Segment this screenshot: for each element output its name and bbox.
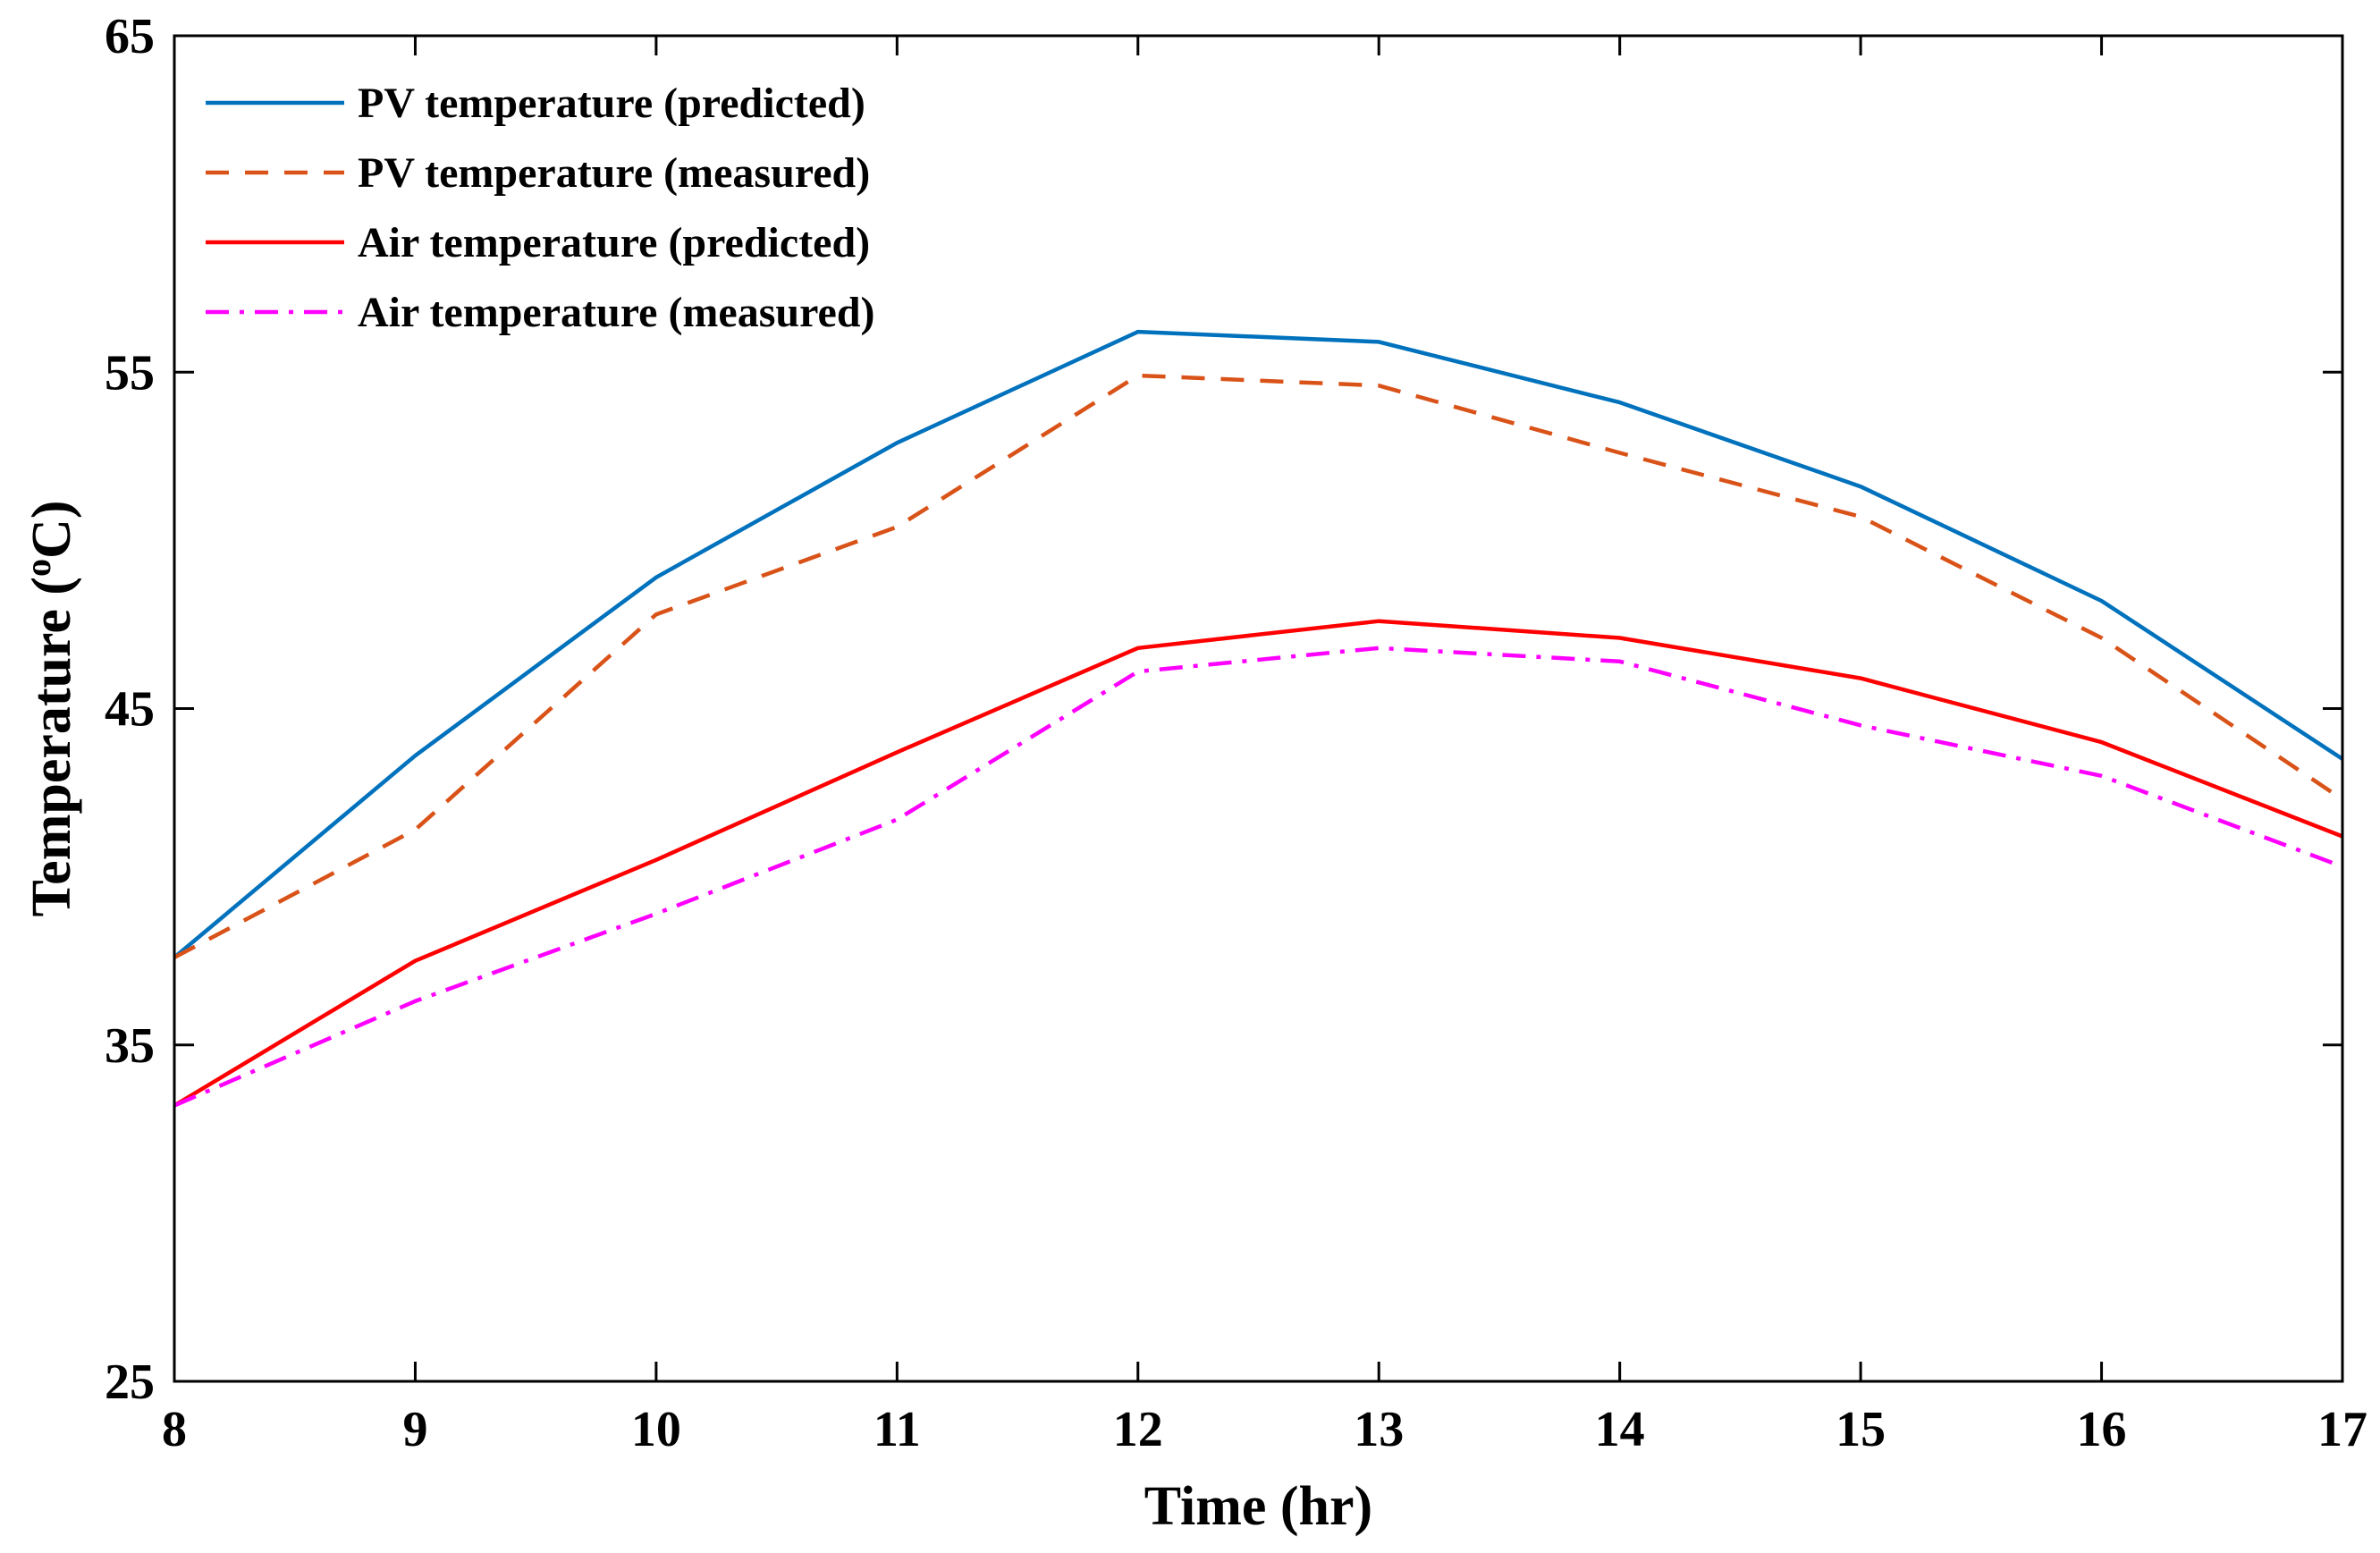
x-tick-label-14: 14: [1595, 1402, 1645, 1457]
legend-label-air-temperature-measured: Air temperature (measured): [358, 289, 875, 336]
y-tick-label-45: 45: [105, 682, 155, 738]
y-axis-title-suffix: C): [21, 501, 82, 559]
x-tick-label-15: 15: [1836, 1402, 1886, 1457]
y-tick-label-65: 65: [105, 9, 155, 64]
series-line-air-temperature-predicted: [173, 619, 2343, 1108]
x-axis-title: Time (hr): [1144, 1476, 1372, 1537]
x-tick-label-11: 11: [874, 1402, 921, 1457]
y-axis-title-main: Temperature (: [21, 577, 82, 917]
x-tick-label-13: 13: [1354, 1402, 1404, 1457]
x-tick-label-17: 17: [2317, 1402, 2367, 1457]
legend-label-pv-temperature-predicted: PV temperature (predicted): [358, 80, 865, 127]
y-tick-label-25: 25: [105, 1355, 155, 1410]
series-layer: [173, 329, 2344, 1108]
x-tick-label-10: 10: [631, 1402, 681, 1457]
series-line-pv-temperature-measured: [173, 373, 2344, 959]
y-tick-label-35: 35: [105, 1018, 155, 1074]
x-tick-label-16: 16: [2077, 1402, 2127, 1457]
legend-label-pv-temperature-measured: PV temperature (measured): [358, 149, 870, 197]
x-tick-label-8: 8: [162, 1402, 187, 1457]
series-line-air-temperature-measured: [173, 646, 2343, 1108]
legend: PV temperature (predicted) PV temperature…: [206, 80, 875, 336]
x-tick-label-9: 9: [402, 1402, 427, 1457]
tick-layer: 8 9 10 11 12 13 14 15 16 17 25 35 45 55 65: [105, 9, 2367, 1457]
series-line-pv-temperature-predicted: [173, 329, 2344, 959]
y-tick-label-55: 55: [105, 345, 155, 401]
x-tick-label-12: 12: [1113, 1402, 1163, 1457]
legend-label-air-temperature-predicted: Air temperature (predicted): [358, 219, 870, 266]
y-axis-title-superscript: o: [18, 559, 58, 577]
y-axis-title: Temperature (oC): [18, 501, 83, 917]
